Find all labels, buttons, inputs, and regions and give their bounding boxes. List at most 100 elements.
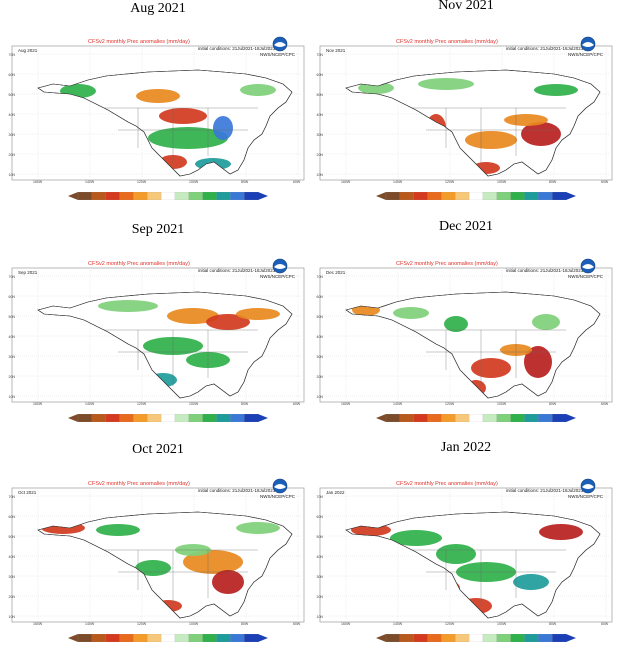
colorbar-swatch [427, 191, 442, 201]
colorbar-swatch [441, 633, 456, 643]
colorbar-swatch [105, 413, 120, 423]
anomaly-region [236, 522, 280, 534]
colorbar-swatch [552, 191, 567, 201]
anomaly-region [167, 308, 219, 324]
colorbar-swatch [399, 413, 415, 423]
anomaly-region [534, 84, 578, 96]
colorbar-swatch [77, 633, 93, 643]
lat-tick-label: 10N [9, 615, 16, 619]
colorbar-swatch [482, 413, 498, 423]
map-header: CFSv2 monthly Prec anomalies (mm/day) [396, 261, 498, 267]
lat-tick-label: 30N [317, 355, 324, 359]
agency-label: NWS/NCEP/CPC [568, 494, 604, 499]
colorbar-swatch [413, 413, 428, 423]
lon-tick-label: 60W [293, 622, 301, 626]
colorbar [376, 409, 576, 423]
colorbar-arrow-left [68, 634, 78, 642]
anomaly-region [136, 89, 180, 103]
noaa-logo-icon [272, 478, 288, 494]
anomaly-map: Nov 2021 CFSv2 monthly Prec anomalies (mm… [316, 36, 616, 184]
state-borders [412, 549, 566, 606]
map-subheader: initial conditions: 21Jul2021-18Jul2021 [506, 488, 584, 493]
colorbar-arrow-right [258, 414, 268, 422]
anomaly-region [444, 316, 468, 332]
panel-title: Sep 2021 [131, 222, 185, 237]
map-panel: Jan 2022 Jan 2022 CFSv2 monthly Prec anoma… [316, 440, 616, 662]
colorbar-swatch [510, 633, 525, 643]
map-subheader: initial conditions: 21Jul2021-18Jul2021 [506, 46, 584, 51]
map-subheader: initial conditions: 21Jul2021-18Jul2021 [198, 268, 276, 273]
map-canvas: Jan 2022 CFSv2 monthly Prec anomalies (mm… [317, 478, 613, 626]
colorbar-swatch [174, 633, 190, 643]
colorbar-swatch [552, 633, 567, 643]
map-header: CFSv2 monthly Prec anomalies (mm/day) [88, 481, 190, 487]
state-borders [412, 329, 566, 386]
lat-tick-label: 50N [9, 93, 16, 97]
state-borders [412, 107, 566, 164]
colorbar-arrow-right [566, 634, 576, 642]
lat-tick-label: 40N [9, 555, 16, 559]
anomaly-region [159, 108, 207, 124]
colorbar-swatch [413, 191, 428, 201]
colorbar-swatch [399, 191, 415, 201]
colorbar-swatch [188, 191, 204, 201]
colorbar-swatch [160, 191, 176, 201]
lon-tick-label: 80W [549, 180, 557, 184]
lon-tick-label: 160W [33, 402, 43, 406]
map-canvas: Dec 2021 CFSv2 monthly Prec anomalies (mm… [317, 258, 613, 406]
lon-tick-label: 120W [137, 402, 147, 406]
state-borders [104, 329, 258, 386]
colorbar-swatch [216, 413, 231, 423]
colorbar-swatch [77, 191, 93, 201]
state-borders [104, 107, 258, 164]
lat-tick-label: 20N [9, 375, 16, 379]
map-subheader: initial conditions: 21Jul2021-18Jul2021 [198, 46, 276, 51]
lat-tick-label: 30N [317, 133, 324, 137]
colorbar-swatch [244, 413, 259, 423]
lat-tick-label: 70N [317, 275, 324, 279]
map-panel: Sep 2021 Sep 2021 CFSv2 monthly Prec anoma… [8, 222, 308, 442]
map-month-label: Dec 2021 [326, 270, 346, 275]
map-canvas: Aug 2021 CFSv2 monthly Prec anomalies (mm… [9, 36, 305, 184]
colorbar-swatch [538, 633, 553, 643]
lat-tick-label: 30N [9, 133, 16, 137]
lon-tick-label: 100W [497, 180, 507, 184]
colorbar-arrow-right [566, 192, 576, 200]
lat-tick-label: 20N [9, 595, 16, 599]
lon-tick-label: 160W [33, 622, 43, 626]
lon-tick-label: 100W [497, 622, 507, 626]
colorbar-swatch [455, 413, 470, 423]
colorbar-swatch [202, 633, 217, 643]
lon-tick-label: 140W [85, 622, 95, 626]
map-header: CFSv2 monthly Prec anomalies (mm/day) [88, 39, 190, 45]
anomaly-region [240, 84, 276, 96]
panel-title: Aug 2021 [130, 1, 186, 16]
lat-tick-label: 10N [317, 173, 324, 177]
colorbar-swatch [468, 633, 484, 643]
colorbar-swatch [427, 633, 442, 643]
lon-tick-label: 120W [445, 180, 455, 184]
lat-tick-label: 70N [9, 53, 16, 57]
colorbar-swatch [496, 191, 512, 201]
colorbar-swatch [510, 413, 525, 423]
lat-tick-label: 10N [317, 395, 324, 399]
colorbar-swatch [399, 633, 415, 643]
lat-tick-label: 20N [317, 595, 324, 599]
colorbar-swatch [468, 413, 484, 423]
colorbar-swatch [119, 413, 134, 423]
colorbar-swatch [441, 191, 456, 201]
colorbar-swatch [133, 413, 148, 423]
lat-tick-label: 50N [317, 535, 324, 539]
colorbar-swatch [468, 191, 484, 201]
lon-tick-label: 140W [393, 180, 403, 184]
colorbar-swatch [160, 633, 176, 643]
colorbar-swatch [455, 633, 470, 643]
anomaly-region [513, 574, 549, 590]
colorbar-swatch [482, 191, 498, 201]
lat-tick-label: 50N [9, 315, 16, 319]
anomaly-map: Jan 2022 CFSv2 monthly Prec anomalies (mm… [316, 478, 616, 626]
colorbar-swatch [91, 413, 107, 423]
colorbar-swatch [524, 191, 539, 201]
lon-tick-label: 140W [393, 622, 403, 626]
colorbar-swatch [244, 191, 259, 201]
